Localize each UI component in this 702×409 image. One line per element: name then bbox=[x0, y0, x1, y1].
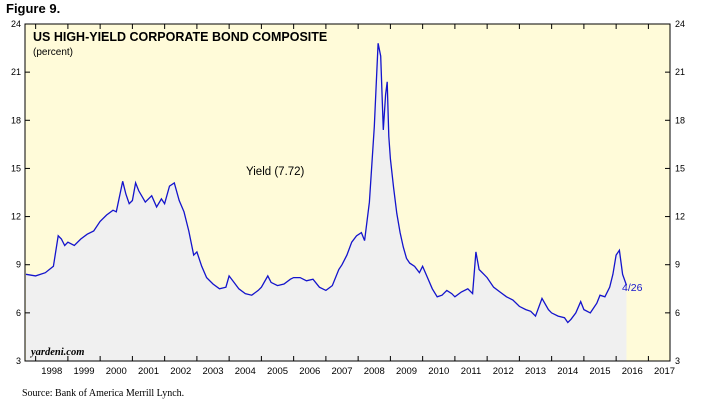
figure-label: Figure 9. bbox=[6, 1, 61, 16]
x-tick-label: 2010 bbox=[428, 366, 449, 377]
y-tick-label-left: 12 bbox=[11, 212, 21, 222]
y-tick-label-left: 9 bbox=[16, 260, 21, 270]
y-tick-label-left: 6 bbox=[16, 308, 21, 318]
source-note: Source: Bank of America Merrill Lynch. bbox=[22, 388, 185, 399]
x-tick-label: 2012 bbox=[493, 366, 514, 377]
x-tick-label: 1998 bbox=[41, 366, 62, 377]
x-tick-label: 2004 bbox=[235, 366, 256, 377]
series-annotation: Yield (7.72) bbox=[246, 166, 305, 178]
y-tick-label-right: 3 bbox=[675, 356, 680, 366]
y-tick-label-right: 21 bbox=[675, 67, 685, 77]
x-tick-label: 2001 bbox=[138, 366, 159, 377]
chart-subtitle: (percent) bbox=[33, 47, 73, 58]
x-tick-label: 2002 bbox=[170, 366, 191, 377]
x-tick-label: 2003 bbox=[202, 366, 223, 377]
x-tick-label: 2017 bbox=[654, 366, 675, 377]
x-tick-label: 1999 bbox=[73, 366, 94, 377]
x-tick-label: 2008 bbox=[364, 366, 385, 377]
watermark: yardeni.com bbox=[29, 347, 84, 358]
x-tick-label: 2006 bbox=[299, 366, 320, 377]
x-tick-label: 2013 bbox=[525, 366, 546, 377]
y-tick-label-left: 24 bbox=[11, 19, 21, 29]
y-tick-label-left: 15 bbox=[11, 163, 21, 173]
x-tick-label: 2015 bbox=[589, 366, 610, 377]
y-tick-label-right: 9 bbox=[675, 260, 680, 270]
y-tick-label-left: 3 bbox=[16, 356, 21, 366]
y-tick-label-right: 12 bbox=[675, 212, 685, 222]
y-tick-label-left: 21 bbox=[11, 67, 21, 77]
chart-title: US HIGH-YIELD CORPORATE BOND COMPOSITE bbox=[33, 30, 327, 44]
x-tick-label: 2009 bbox=[396, 366, 417, 377]
yield-series-line bbox=[25, 43, 628, 324]
x-tick-label: 2000 bbox=[106, 366, 127, 377]
x-tick-label: 2014 bbox=[557, 366, 578, 377]
end-date-label: 4/26 bbox=[622, 282, 643, 294]
plot-frame bbox=[24, 23, 671, 362]
y-tick-label-right: 24 bbox=[675, 19, 685, 29]
x-tick-label: 2007 bbox=[331, 366, 352, 377]
y-tick-label-right: 18 bbox=[675, 115, 685, 125]
x-tick-label: 2005 bbox=[267, 366, 288, 377]
y-tick-label-right: 15 bbox=[675, 163, 685, 173]
axes: 3 3 6 6 9 9 12 12 15 15 18 18 21 21 24 24 1998 1999 2000 20… bbox=[11, 19, 685, 377]
x-tick-label: 2011 bbox=[461, 366, 481, 377]
chart: 3 3 6 6 9 9 12 12 15 15 18 18 21 21 24 24 1998 1999 2000 20… bbox=[11, 19, 685, 377]
x-tick-label: 2016 bbox=[622, 366, 643, 377]
y-tick-label-right: 6 bbox=[675, 308, 680, 318]
y-tick-label-left: 18 bbox=[11, 115, 21, 125]
yield-area-fill bbox=[26, 43, 627, 362]
